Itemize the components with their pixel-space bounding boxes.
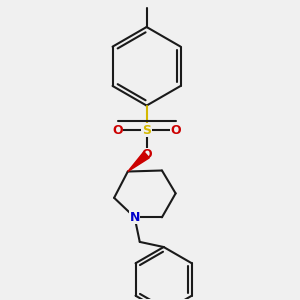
- Polygon shape: [128, 152, 149, 172]
- Text: S: S: [142, 124, 151, 137]
- Text: O: O: [170, 124, 181, 137]
- Text: O: O: [112, 124, 123, 137]
- Text: O: O: [141, 148, 152, 161]
- Text: N: N: [129, 211, 140, 224]
